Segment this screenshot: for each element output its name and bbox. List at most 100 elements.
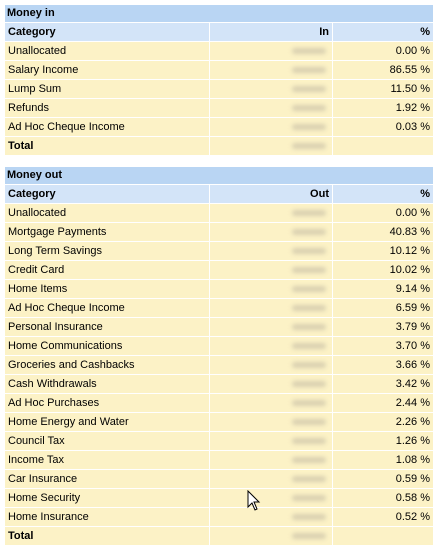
- amount-cell: [210, 356, 333, 374]
- column-header-row: Category In%: [5, 23, 433, 42]
- amount-cell: [210, 137, 333, 155]
- category-cell: Income Tax: [5, 451, 210, 469]
- percent-cell: 86.55 %: [389, 64, 430, 76]
- amount-cell: [210, 394, 333, 412]
- amount-cell: [210, 318, 333, 336]
- amount-cell: [210, 242, 333, 260]
- total-row: Total: [5, 527, 433, 546]
- amount-cell: [210, 470, 333, 488]
- percent-cell: 1.92 %: [395, 102, 430, 114]
- mouse-cursor: [247, 490, 261, 511]
- category-cell: Car Insurance: [5, 470, 210, 488]
- blurred-amount: [292, 419, 326, 425]
- column-header: In: [210, 23, 333, 41]
- amount-cell: [210, 42, 333, 60]
- table-row: Groceries and Cashbacks 3.66 %: [5, 356, 433, 375]
- table-row: Unallocated 0.00 %: [5, 204, 433, 223]
- percent-cell: 3.70 %: [395, 340, 430, 352]
- money-in-section: Money in Category In% Unallocated 0.00 % Sala…: [5, 5, 433, 156]
- amount-cell: [210, 451, 333, 469]
- blurred-amount: [292, 48, 326, 54]
- percent-cell: 40.83 %: [389, 226, 430, 238]
- amount-cell: [210, 204, 333, 222]
- percent-cell: 1.08 %: [395, 454, 430, 466]
- amount-cell: [210, 413, 333, 431]
- blurred-amount: [292, 210, 326, 216]
- blurred-amount: [292, 105, 326, 111]
- percent-cell: 11.50 %: [390, 83, 430, 95]
- table-row: Ad Hoc Purchases 2.44 %: [5, 394, 433, 413]
- blurred-amount: [292, 362, 326, 368]
- category-cell: Salary Income: [5, 61, 210, 79]
- blurred-amount: [292, 229, 326, 235]
- blurred-amount: [292, 248, 326, 254]
- percent-cell: 3.42 %: [395, 378, 430, 390]
- blurred-amount: [292, 67, 326, 73]
- table-row: Council Tax 1.26 %: [5, 432, 433, 451]
- table-row: Credit Card 10.02 %: [5, 261, 433, 280]
- total-label: Total: [5, 137, 210, 155]
- percent-cell: 3.79 %: [395, 321, 430, 333]
- table-row: Ad Hoc Cheque Income 6.59 %: [5, 299, 433, 318]
- blurred-amount: [292, 286, 326, 292]
- blurred-amount: [292, 495, 326, 501]
- table-row: Mortgage Payments 40.83 %: [5, 223, 433, 242]
- table-row: Home Security 0.58 %: [5, 489, 433, 508]
- amount-cell: [210, 99, 333, 117]
- percent-cell: 1.26 %: [395, 435, 430, 447]
- amount-cell: [210, 299, 333, 317]
- percent-cell: 2.26 %: [395, 416, 430, 428]
- amount-cell: [210, 375, 333, 393]
- percent-cell: 9.14 %: [395, 283, 430, 295]
- section-title: Money out: [5, 167, 433, 185]
- blurred-amount: [292, 343, 326, 349]
- blurred-amount: [292, 86, 326, 92]
- table-row: Income Tax 1.08 %: [5, 451, 433, 470]
- blurred-amount: [292, 143, 326, 149]
- category-cell: Mortgage Payments: [5, 223, 210, 241]
- category-cell: Home Energy and Water: [5, 413, 210, 431]
- blurred-amount: [292, 457, 326, 463]
- percent-cell: [333, 137, 433, 155]
- category-cell: Ad Hoc Cheque Income: [5, 118, 210, 136]
- column-header-row: Category Out%: [5, 185, 433, 204]
- category-cell: Refunds: [5, 99, 210, 117]
- category-cell: Home Insurance: [5, 508, 210, 526]
- blurred-amount: [292, 400, 326, 406]
- blurred-amount: [292, 438, 326, 444]
- category-cell: Ad Hoc Purchases: [5, 394, 210, 412]
- column-header: Category: [5, 185, 210, 203]
- table-row: Unallocated 0.00 %: [5, 42, 433, 61]
- column-header: Category: [5, 23, 210, 41]
- category-cell: Personal Insurance: [5, 318, 210, 336]
- percent-cell: 0.52 %: [395, 511, 430, 523]
- amount-cell: [210, 508, 333, 526]
- blurred-amount: [292, 381, 326, 387]
- percent-cell: 10.02 %: [389, 264, 430, 276]
- category-cell: Unallocated: [5, 42, 210, 60]
- category-cell: Cash Withdrawals: [5, 375, 210, 393]
- percent-cell: 10.12 %: [389, 245, 430, 257]
- amount-cell: [210, 80, 333, 98]
- category-cell: Home Communications: [5, 337, 210, 355]
- table-row: Lump Sum 11.50 %: [5, 80, 433, 99]
- blurred-amount: [292, 476, 326, 482]
- percent-cell: 0.59 %: [395, 473, 430, 485]
- amount-cell: [210, 489, 333, 507]
- table-row: Ad Hoc Cheque Income 0.03 %: [5, 118, 433, 137]
- section-title: Money in: [5, 5, 433, 23]
- amount-cell: [210, 280, 333, 298]
- category-cell: Groceries and Cashbacks: [5, 356, 210, 374]
- percent-cell: 0.00 %: [395, 45, 430, 57]
- column-header: Out: [210, 185, 333, 203]
- table-row: Salary Income 86.55 %: [5, 61, 433, 80]
- table-row: Car Insurance 0.59 %: [5, 470, 433, 489]
- money-out-section: Money out Category Out% Unallocated 0.00 % Mo…: [5, 167, 433, 546]
- total-row: Total: [5, 137, 433, 156]
- blurred-amount: [292, 533, 326, 539]
- blurred-amount: [292, 324, 326, 330]
- amount-cell: [210, 61, 333, 79]
- percent-cell: 0.58 %: [395, 492, 430, 504]
- total-label: Total: [5, 527, 210, 545]
